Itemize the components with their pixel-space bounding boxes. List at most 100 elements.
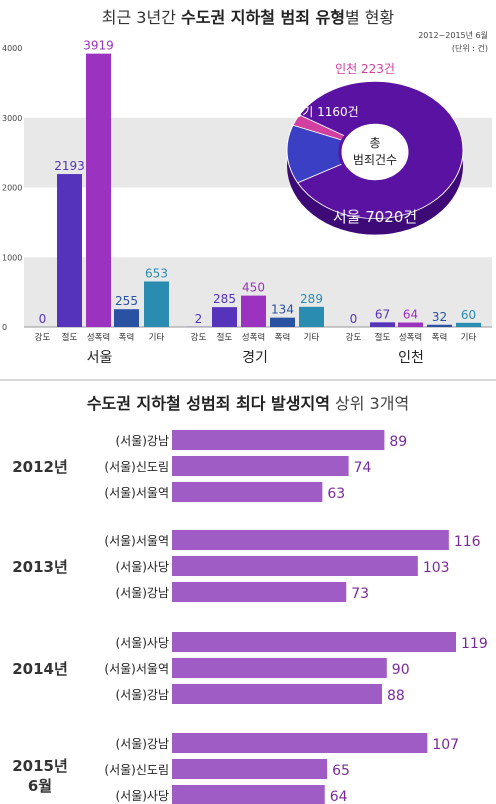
donut-center-line2: 범죄건수 [353,153,397,167]
bar-value-label: 285 [213,292,236,306]
section-divider [0,379,496,381]
bar-경기-성폭력 [241,295,266,327]
hbar-value-label: 107 [432,737,459,753]
hbar-value-label: 119 [461,636,488,652]
donut-hole [338,120,412,184]
y-tick-label: 2000 [2,184,22,193]
category-label: 강도 [346,332,362,343]
donut-label-서울: 서울 7020건 [333,208,417,226]
station-label: (서울)서울역 [104,662,169,676]
category-label: 성폭력 [399,332,422,343]
bar-value-label: 255 [115,294,138,308]
hbar-value-label: 65 [332,763,350,779]
bar-경기-폭력 [270,317,295,327]
bar-인천-기타 [456,322,481,327]
hbar [172,684,383,704]
year-label-sub: 6월 [28,777,52,795]
bar-서울-절도 [57,174,82,327]
y-tick-label: 4000 [2,44,22,53]
bar-value-label: 134 [271,303,294,317]
hbar-value-label: 88 [387,688,405,704]
bar-인천-성폭력 [398,322,423,327]
year-label: 2014년 [12,660,68,678]
hbar-value-label: 116 [454,534,481,550]
category-label: 강도 [191,332,207,343]
category-label: 강도 [35,332,51,343]
hbar-value-label: 64 [330,789,348,804]
hbar [172,556,418,576]
hbar [172,658,387,678]
hbar [172,430,385,450]
category-label: 절도 [375,333,391,343]
station-label: (서울)신도림 [104,763,169,777]
station-label: (서울)강남 [115,586,169,600]
bar-인천-폭력 [427,324,452,327]
bar-value-label: 2193 [54,159,85,173]
period-note: 2012~2015년 6월 [418,31,488,40]
hbar [172,733,428,753]
station-label: (서울)서울역 [104,534,169,548]
y-tick-label: 0 [2,323,7,332]
hbar [172,582,347,602]
section-title-bold: 수도권 지하철 성범죄 최다 발생지역 [86,394,330,413]
category-label: 폭력 [432,332,448,343]
hbar [172,482,323,502]
bar-서울-폭력 [114,309,139,327]
donut-label-경기: 경기 1160건 [291,105,358,119]
bar-인천-절도 [370,322,395,327]
group-label: 인천 [398,350,424,366]
bar-value-label: 3919 [83,39,114,53]
hbar [172,632,456,652]
chart-title: 최근 3년간 수도권 지하철 범죄 유형별 현황 [0,4,496,28]
bar-value-label: 67 [375,307,390,321]
section-title-plain: 상위 3개역 [335,394,410,413]
crime-type-chart: 0 1000 2000 3000 4000 0 강도 2193 절도 3919 성폭력 255 폭력 65… [2,39,492,366]
category-label: 기타 [304,333,320,343]
bar-value-label: 0 [39,312,47,326]
hbar [172,759,328,779]
unit-note: (단위 : 건) [451,44,488,53]
category-label: 절도 [62,333,78,343]
year-label: 2013년 [12,558,68,576]
station-label: (서울)강남 [115,737,169,751]
bar-서울-성폭력 [86,53,111,327]
hbar-value-label: 103 [423,560,450,576]
bar-value-label: 2 [195,312,203,326]
station-label: (서울)신도림 [104,460,169,474]
title-bold: 수도권 지하철 범죄 유형 [181,8,345,27]
station-label: (서울)사당 [115,636,169,650]
hbar [172,530,449,550]
station-label: (서울)서울역 [104,486,169,500]
category-label: 절도 [217,333,233,343]
bar-value-label: 32 [432,310,447,324]
hbar-value-label: 89 [389,434,407,450]
bar-value-label: 653 [145,266,168,280]
hbar-value-label: 90 [392,662,410,678]
category-label: 기타 [149,333,165,343]
bar-서울-기타 [144,281,169,327]
group-label: 서울 [87,350,113,366]
section-title: 수도권 지하철 성범죄 최다 발생지역 상위 3개역 [0,390,496,414]
category-label: 성폭력 [87,332,110,343]
bar-경기-절도 [212,307,237,327]
hbar [172,456,349,476]
hbar-value-label: 63 [327,486,345,502]
title-suffix: 별 현황 [344,8,395,27]
category-label: 폭력 [275,332,291,343]
bar-value-label: 0 [350,312,358,326]
bar-value-label: 60 [461,308,476,322]
category-label: 성폭력 [242,332,265,343]
group-label: 경기 [242,350,268,366]
category-label: 기타 [461,333,477,343]
hbar [172,785,325,804]
year-label: 2012년 [12,458,68,476]
bar-경기-기타 [299,306,324,327]
hbar-value-label: 74 [354,460,372,476]
title-plain: 최근 3년간 [101,8,176,27]
hbar-value-label: 73 [351,586,369,602]
year-label: 2015년 [12,757,68,775]
bar-value-label: 450 [242,281,265,295]
donut-center-line1: 총 [369,136,380,150]
bar-value-label: 289 [300,292,323,306]
bar-value-label: 64 [403,308,418,322]
